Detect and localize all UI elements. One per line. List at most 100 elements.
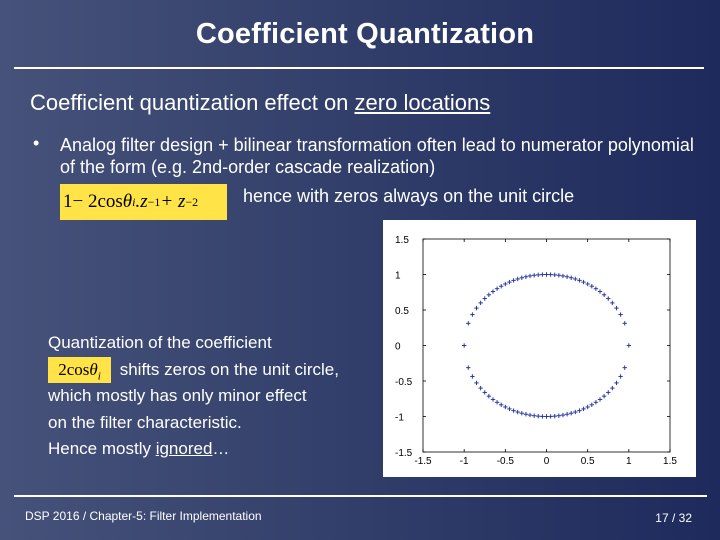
zero-marker — [499, 402, 504, 407]
y-tick-label: -1 — [395, 413, 404, 424]
zero-marker — [581, 279, 586, 285]
zero-marker — [470, 374, 475, 379]
zero-marker — [614, 380, 619, 386]
zero-marker — [560, 412, 566, 418]
zero-marker — [540, 414, 545, 419]
zero-marker — [544, 414, 549, 419]
zero-marker — [597, 397, 603, 402]
quant-line-4: on the filter characteristic. — [48, 412, 242, 432]
zero-marker — [511, 278, 516, 283]
quant-line-5-post: … — [212, 439, 230, 459]
x-tick-label: 0 — [544, 456, 550, 467]
zero-marker — [593, 400, 599, 405]
zero-marker — [515, 409, 520, 415]
zero-marker — [507, 279, 512, 285]
zero-marker — [610, 300, 615, 306]
footer-course: DSP 2016 / Chapter-5: Filter Implementat… — [25, 509, 262, 523]
zero-marker — [503, 404, 508, 410]
zero-marker — [466, 365, 471, 370]
x-tick-label: -0.5 — [497, 456, 515, 467]
zero-marker — [548, 414, 553, 419]
zero-marker — [589, 402, 594, 407]
zero-marker — [499, 284, 504, 289]
zero-marker — [564, 412, 570, 417]
x-tick-label: 1.5 — [663, 456, 677, 467]
y-tick-label: 0.5 — [395, 306, 409, 317]
zero-marker — [606, 390, 611, 395]
x-tick-label: -1 — [460, 456, 469, 467]
footer-page-number: 17 / 32 — [655, 511, 692, 525]
formula-theta: θ — [122, 191, 133, 212]
zero-marker — [593, 286, 599, 291]
zero-marker — [527, 273, 533, 279]
zero-marker — [601, 292, 607, 298]
x-tick-label: -1.5 — [414, 456, 432, 467]
zero-marker — [569, 275, 574, 280]
formula-part: − 2cos — [72, 191, 123, 212]
zero-marker — [585, 404, 590, 410]
subtitle-underlined: zero locations — [354, 90, 491, 115]
zero-marker — [519, 411, 524, 416]
y-tick-label: -1.5 — [395, 448, 413, 459]
zero-marker — [527, 412, 533, 418]
subtitle-text: Coefficient quantization effect on — [30, 90, 355, 115]
title-divider — [14, 67, 704, 69]
y-tick-label: -0.5 — [395, 377, 413, 388]
quant-line-2: 2cosθi shifts zeros on the unit circle, — [48, 357, 378, 384]
zero-marker — [577, 408, 582, 413]
zero-marker — [507, 406, 512, 412]
quant-line-5-pre: Hence mostly — [48, 439, 156, 459]
y-tick-label: 1.5 — [395, 235, 409, 246]
zero-marker — [478, 300, 483, 306]
zero-marker — [556, 413, 562, 418]
zero-marker — [618, 374, 623, 379]
x-tick-label: 1 — [626, 456, 632, 467]
bullet-marker: • — [33, 133, 40, 153]
zero-marker — [618, 312, 623, 317]
zero-marker — [531, 413, 537, 418]
y-tick-label: 1 — [395, 271, 401, 282]
zero-marker — [494, 286, 500, 291]
zero-marker — [482, 296, 487, 301]
zero-marker — [474, 380, 479, 386]
zero-marker — [536, 272, 541, 278]
zero-marker — [486, 393, 492, 399]
formula-part: 1 — [63, 191, 73, 212]
zero-plot-svg: -1.5 -1 -0.5 0 0.5 1 1.5 1.5 1 0.5 0 -0.5 -1 -1.5 — [395, 235, 677, 467]
quant-line-2-text: shifts zeros on the unit circle, — [115, 359, 339, 379]
zero-marker — [564, 274, 570, 279]
plot-frame — [422, 238, 671, 453]
coef-sub: i — [97, 370, 101, 383]
quant-line-5-underlined: ignored — [155, 439, 213, 459]
zero-marker — [466, 321, 471, 326]
formula-part: + z — [160, 191, 186, 212]
y-tick-label: 0 — [395, 342, 401, 353]
zero-marker — [556, 273, 562, 278]
zero-marker — [573, 276, 578, 282]
zero-marker — [531, 273, 537, 278]
zero-marker — [614, 305, 619, 311]
zero-marker — [511, 408, 516, 413]
footer-divider — [14, 495, 707, 497]
formula-sub: i — [132, 194, 136, 209]
x-tick-label: 0.5 — [581, 456, 595, 467]
quant-line-5: Hence mostly ignored… — [48, 436, 378, 463]
zero-marker — [503, 281, 508, 287]
zero-marker — [552, 413, 557, 419]
zero-marker — [474, 305, 479, 311]
zero-marker — [560, 273, 566, 279]
zero-marker — [610, 385, 615, 391]
formula-part: .z — [135, 191, 148, 212]
zero-marker — [461, 343, 467, 348]
quantization-text: Quantization of the coefficient 2cosθi s… — [48, 330, 378, 463]
zero-marker — [622, 365, 627, 370]
zero-marker — [490, 397, 496, 402]
zero-marker — [523, 274, 529, 279]
formula-exp: −2 — [185, 194, 199, 209]
zero-marker — [597, 289, 603, 294]
quant-line-1: Quantization of the coefficient — [48, 333, 272, 352]
zero-marker — [548, 272, 553, 277]
slide-title: Coefficient Quantization — [195, 18, 535, 50]
zero-marker — [601, 393, 607, 399]
zero-marker — [494, 400, 500, 405]
